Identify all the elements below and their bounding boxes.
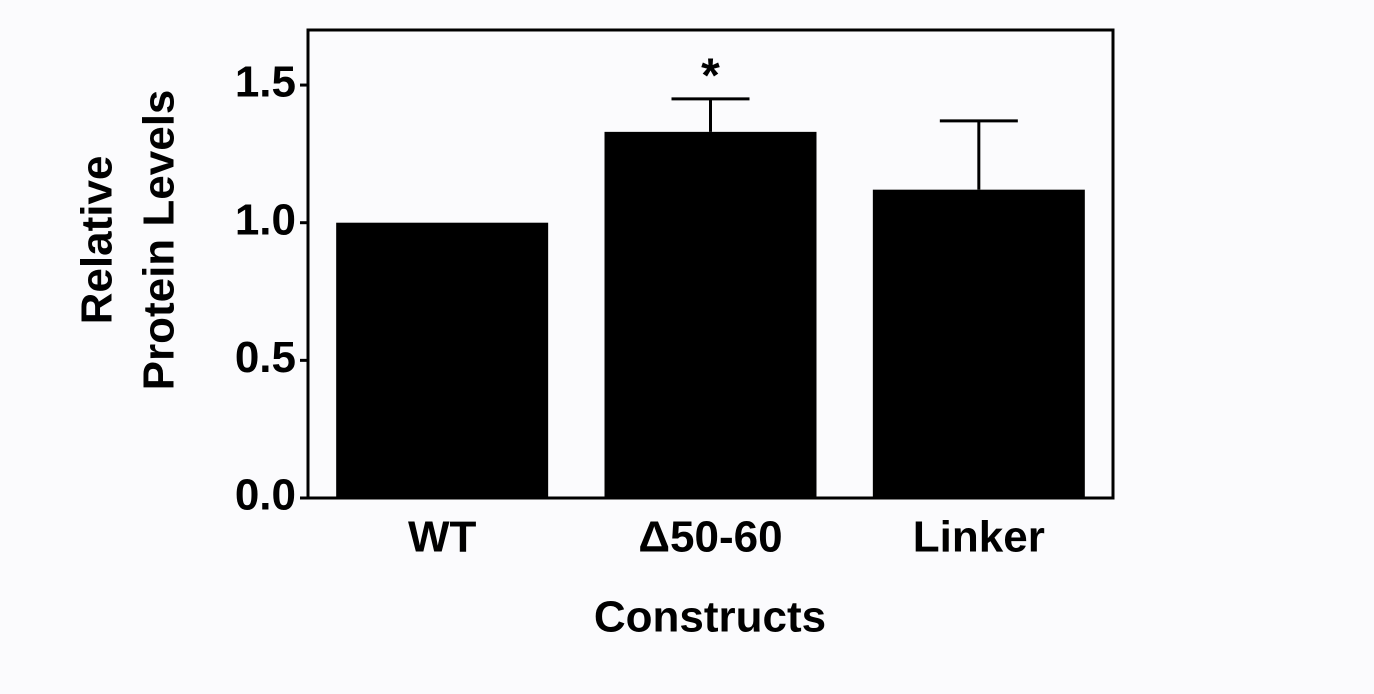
y-axis-label: Relative [73,156,122,325]
y-tick-label: 1.5 [235,58,296,107]
y-tick-label: 1.0 [235,195,296,244]
y-axis-label: Protein Levels [135,90,184,391]
y-tick-label: 0.0 [235,471,296,520]
x-axis-label: Constructs [594,593,826,642]
x-tick-label: WT [408,513,477,562]
y-tick-label: 0.5 [235,333,296,382]
bar [604,131,817,498]
x-tick-label: Linker [913,513,1045,562]
x-tick-label: Δ50-60 [638,513,782,562]
bar [872,189,1085,498]
bar [336,222,549,499]
significance-label: * [701,49,720,102]
